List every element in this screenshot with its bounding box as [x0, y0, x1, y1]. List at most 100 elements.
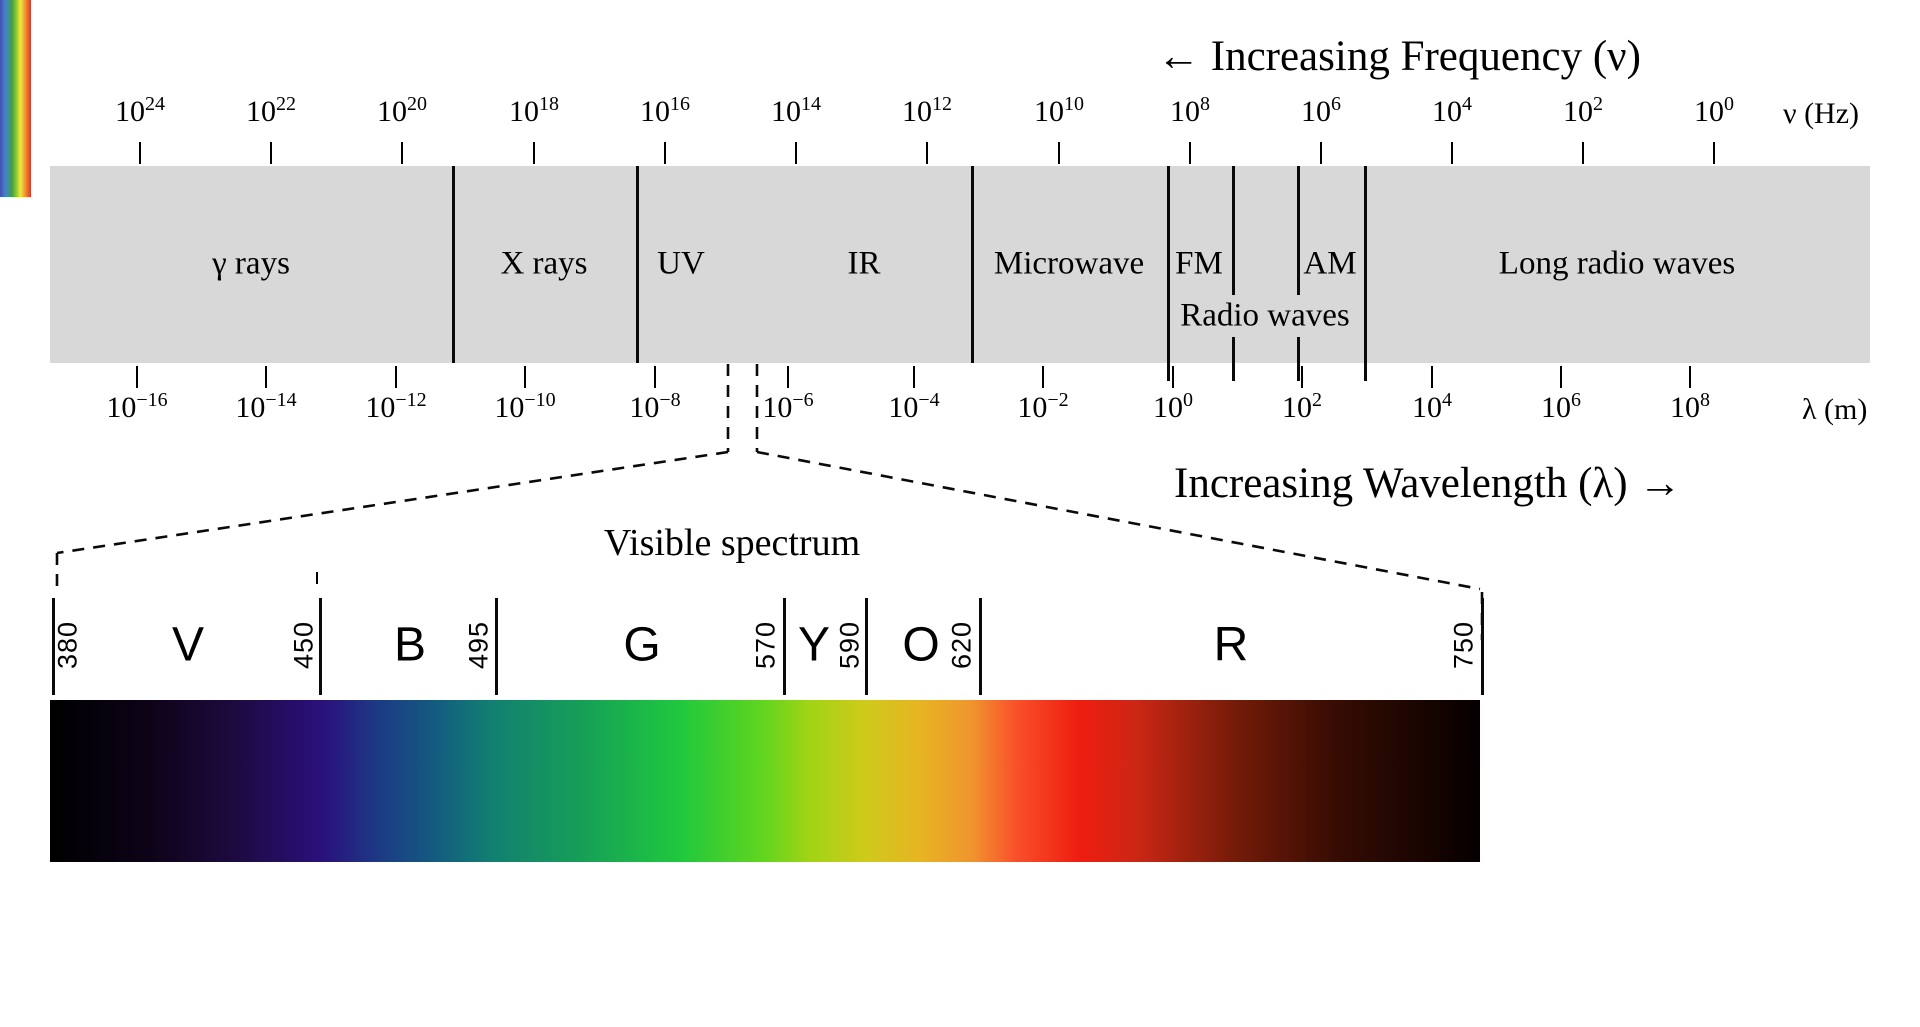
wavelength-boundary-line-380 — [52, 598, 55, 695]
color-band-letter-y: Y — [797, 618, 831, 672]
region-label-x-rays: X rays — [500, 245, 588, 282]
region-label-microwave: Microwave — [993, 245, 1145, 282]
frequency-tick-mark — [1451, 142, 1453, 164]
frequency-tick-mark — [664, 142, 666, 164]
frequency-tick-mark — [926, 142, 928, 164]
frequency-unit-label: ν (Hz) — [1783, 97, 1860, 130]
frequency-tick-label: 100 — [1694, 93, 1734, 128]
band-divider — [636, 166, 639, 363]
frequency-tick-mark — [1320, 142, 1322, 164]
band-divider-broken-bottom — [1297, 337, 1300, 381]
frequency-tick-label: 1014 — [771, 93, 821, 128]
frequency-tick-mark — [533, 142, 535, 164]
wavelength-tick-mark — [787, 366, 789, 388]
frequency-tick-label: 1020 — [377, 93, 427, 128]
color-band-letter-v: V — [171, 618, 205, 672]
wavelength-tick-label: 10−8 — [629, 389, 681, 424]
wavelength-tick-label: 10−2 — [1017, 389, 1069, 424]
wavelength-boundary-value-450: 450 — [288, 620, 319, 670]
wavelength-boundary-line-450 — [319, 598, 322, 695]
frequency-tick-mark — [401, 142, 403, 164]
frequency-tick-mark — [270, 142, 272, 164]
region-label-am: AM — [1303, 245, 1357, 282]
visible-strip — [0, 0, 31, 197]
wavelength-tick-mark — [1172, 366, 1174, 388]
wavelength-tick-mark — [1301, 366, 1303, 388]
wavelength-tick-mark — [1689, 366, 1691, 388]
increasing-frequency-label: ← Increasing Frequency (ν) — [1157, 33, 1641, 80]
wavelength-tick-mark — [265, 366, 267, 388]
wavelength-tick-mark — [136, 366, 138, 388]
wavelength-tick-label: 102 — [1282, 389, 1322, 424]
wavelength-tick-mark — [1431, 366, 1433, 388]
region-label-γ-rays: γ rays — [212, 245, 290, 282]
wavelength-tick-mark — [524, 366, 526, 388]
frequency-tick-mark — [1582, 142, 1584, 164]
frequency-tick-mark — [795, 142, 797, 164]
wavelength-tick-label: 106 — [1541, 389, 1581, 424]
callout-dashed-line — [756, 450, 1481, 591]
wavelength-boundary-value-590: 590 — [834, 620, 865, 670]
frequency-tick-label: 106 — [1301, 93, 1341, 128]
frequency-tick-mark — [1189, 142, 1191, 164]
wavelength-tick-label: 108 — [1670, 389, 1710, 424]
band-divider-extended — [1167, 166, 1170, 381]
wavelength-tick-mark — [654, 366, 656, 388]
region-label-ir: IR — [847, 245, 881, 282]
wavelength-tick-label: 10−10 — [494, 389, 556, 424]
wavelength-boundary-line-570 — [783, 598, 786, 695]
band-divider-broken-bottom — [1232, 337, 1235, 381]
wavelength-boundary-line-495 — [495, 598, 498, 695]
color-band-letter-o: O — [902, 618, 940, 672]
wavelength-tick-label: 10−12 — [365, 389, 427, 424]
wavelength-tick-mark — [1560, 366, 1562, 388]
region-label-long-radio-waves: Long radio waves — [1498, 245, 1736, 282]
wavelength-tick-label: 10−4 — [888, 389, 940, 424]
visible-spectrum-bar — [50, 700, 1480, 862]
wavelength-boundary-line-620 — [979, 598, 982, 695]
wavelength-boundary-value-495: 495 — [463, 620, 494, 670]
visible-spectrum-title: Visible spectrum — [603, 522, 861, 564]
color-band-letter-b: B — [393, 618, 427, 672]
wavelength-tick-label: 104 — [1412, 389, 1452, 424]
callout-dashed-line — [56, 450, 729, 555]
wavelength-tick-label: 100 — [1153, 389, 1193, 424]
region-label-fm: FM — [1175, 245, 1223, 282]
wavelength-boundary-value-380: 380 — [52, 620, 83, 670]
wavelength-tick-label: 10−16 — [106, 389, 168, 424]
band-divider — [971, 166, 974, 363]
frequency-tick-label: 1010 — [1034, 93, 1084, 128]
frequency-tick-label: 1022 — [246, 93, 296, 128]
band-divider — [452, 166, 455, 363]
wavelength-tick-label: 10−6 — [762, 389, 814, 424]
frequency-tick-label: 1016 — [640, 93, 690, 128]
frequency-tick-mark — [139, 142, 141, 164]
frequency-tick-label: 1024 — [115, 93, 165, 128]
wavelength-tick-mark — [913, 366, 915, 388]
region-label-uv: UV — [657, 245, 705, 282]
frequency-tick-label: 102 — [1563, 93, 1603, 128]
color-band-letter-r: R — [1213, 618, 1249, 672]
band-divider-broken-top — [1297, 166, 1300, 295]
em-band — [50, 166, 1870, 363]
frequency-tick-label: 1012 — [902, 93, 952, 128]
wavelength-boundary-line-750 — [1481, 598, 1484, 695]
stray-tick-above-450 — [316, 572, 318, 584]
wavelength-boundary-value-620: 620 — [946, 620, 977, 670]
band-divider-broken-top — [1232, 166, 1235, 295]
wavelength-boundary-value-750: 750 — [1448, 620, 1479, 670]
frequency-tick-mark — [1058, 142, 1060, 164]
band-divider-extended — [1364, 166, 1367, 381]
wavelength-tick-mark — [1042, 366, 1044, 388]
frequency-tick-label: 108 — [1170, 93, 1210, 128]
frequency-tick-label: 1018 — [509, 93, 559, 128]
wavelength-tick-label: 10−14 — [235, 389, 297, 424]
frequency-tick-mark — [1713, 142, 1715, 164]
wavelength-unit-label: λ (m) — [1802, 393, 1868, 426]
wavelength-boundary-line-590 — [865, 598, 868, 695]
wavelength-tick-mark — [395, 366, 397, 388]
frequency-tick-label: 104 — [1432, 93, 1472, 128]
color-band-letter-g: G — [623, 618, 661, 672]
